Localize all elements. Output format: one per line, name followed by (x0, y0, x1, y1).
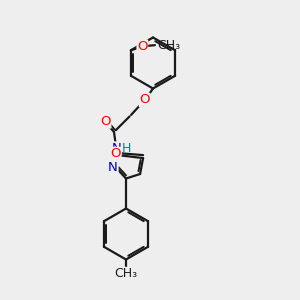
Text: CH₃: CH₃ (114, 267, 138, 280)
Text: O: O (100, 115, 111, 128)
Text: N: N (108, 161, 118, 174)
Text: H: H (121, 142, 131, 155)
Text: O: O (137, 40, 148, 53)
Text: N: N (112, 142, 121, 155)
Text: O: O (110, 147, 121, 161)
Text: CH₃: CH₃ (157, 39, 180, 52)
Text: O: O (139, 93, 150, 106)
